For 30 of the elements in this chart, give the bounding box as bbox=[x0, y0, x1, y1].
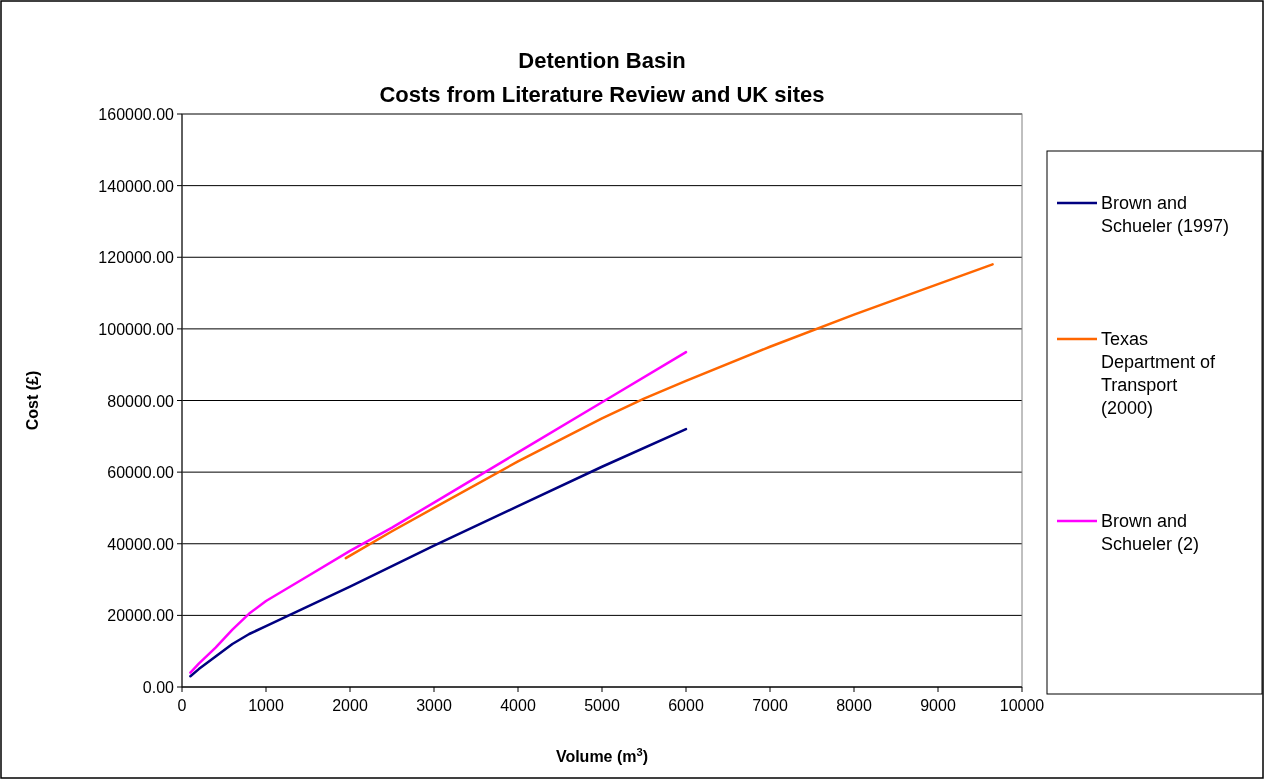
x-tick-label: 0 bbox=[177, 697, 187, 714]
line-series bbox=[189, 427, 688, 678]
x-tick-label: 4000 bbox=[500, 697, 536, 714]
line-series bbox=[189, 350, 688, 674]
x-tick-label: 8000 bbox=[836, 697, 872, 714]
x-tick-label: 7000 bbox=[752, 697, 788, 714]
y-tick-label: 0.00 bbox=[142, 679, 175, 696]
legend-label: Brown and Schueler (1997) bbox=[1101, 193, 1230, 236]
y-tick-label: 20000.00 bbox=[107, 607, 175, 625]
y-tick-label: 140000.00 bbox=[98, 177, 175, 195]
y-tick-label: 160000.00 bbox=[98, 106, 175, 123]
chart-subtitle: Costs from Literature Review and UK sites bbox=[379, 82, 825, 107]
x-axis-title: Volume (m$^{3}$) bbox=[555, 746, 649, 765]
y-tick-label: 120000.00 bbox=[98, 249, 175, 267]
x-tick-label: 6000 bbox=[668, 697, 704, 714]
x-tick-label: 3000 bbox=[416, 697, 452, 714]
y-axis-title: Cost (£) bbox=[24, 370, 41, 431]
x-tick-label: 2000 bbox=[332, 697, 368, 714]
x-tick-label: 9000 bbox=[920, 697, 956, 714]
x-tick-label: 1000 bbox=[248, 697, 284, 714]
y-tick-label: 100000.00 bbox=[98, 320, 175, 338]
x-tick-label: 10000 bbox=[999, 697, 1045, 714]
y-tick-label: 40000.00 bbox=[107, 535, 175, 553]
line-series bbox=[344, 263, 994, 560]
x-tick-label: 5000 bbox=[584, 697, 620, 714]
legend-label: Texas Department of Transport (2000) bbox=[1101, 329, 1217, 418]
chart-title: Detention Basin bbox=[518, 48, 686, 73]
y-tick-label: 80000.00 bbox=[107, 392, 175, 410]
legend-label: Brown and Schueler (2) bbox=[1101, 511, 1200, 554]
y-tick-label: 60000.00 bbox=[107, 464, 175, 482]
